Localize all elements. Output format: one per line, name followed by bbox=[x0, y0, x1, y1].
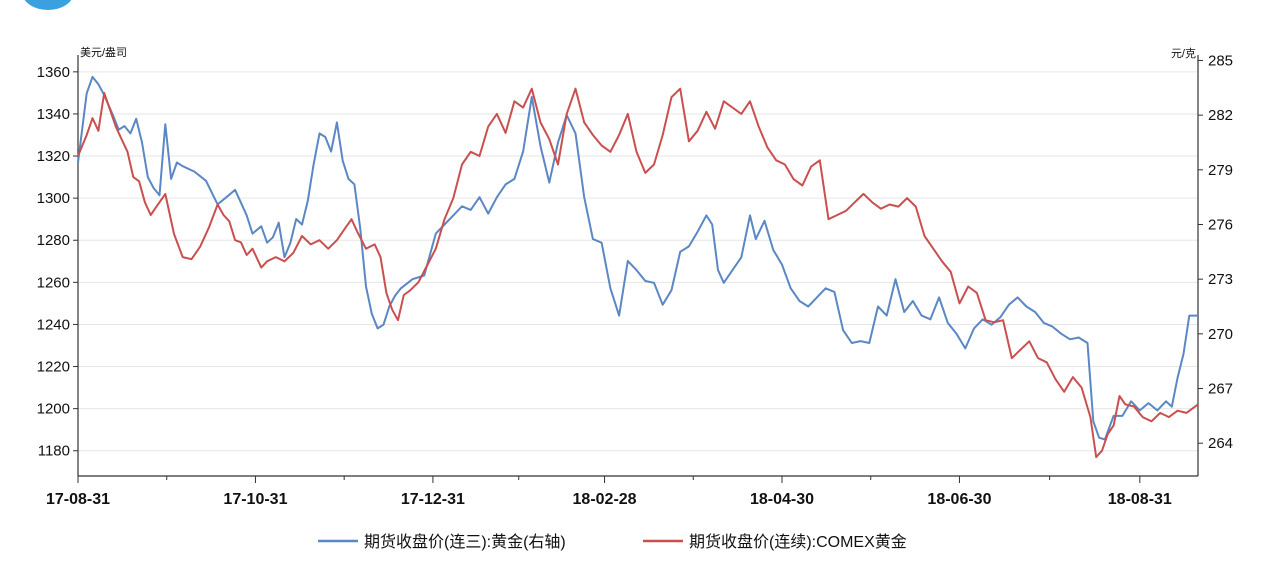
series-line-comex-gold bbox=[77, 87, 1199, 459]
x-tick-label: 18-02-28 bbox=[573, 491, 637, 508]
left-tick-label: 1300 bbox=[37, 190, 70, 207]
left-tick-label: 1280 bbox=[37, 232, 70, 249]
x-tick-label: 17-08-31 bbox=[46, 491, 110, 508]
right-tick-label: 279 bbox=[1208, 162, 1233, 179]
left-tick-label: 1200 bbox=[37, 401, 70, 418]
series-lines bbox=[77, 75, 1199, 459]
right-axis-unit: 元/克 bbox=[1171, 47, 1196, 60]
left-axis-ticks: 1180 1200 1220 1240 1260 1280 1300 1320 1340 1360 bbox=[37, 64, 78, 460]
x-axis-ticks: 17-08-31 17-10-31 17-12-31 18-02-28 18-04-30… bbox=[46, 476, 1172, 508]
x-tick-label: 18-08-31 bbox=[1108, 491, 1172, 508]
series-line-shfe-gold bbox=[77, 75, 1198, 441]
x-tick-label: 18-06-30 bbox=[927, 491, 991, 508]
legend-label-comex-gold: 期货收盘价(连续):COMEX黄金 bbox=[689, 532, 907, 551]
gridlines bbox=[78, 71, 1198, 452]
x-tick-label: 17-10-31 bbox=[223, 491, 287, 508]
left-tick-label: 1240 bbox=[37, 316, 70, 333]
right-tick-label: 267 bbox=[1208, 381, 1233, 398]
right-tick-label: 276 bbox=[1208, 216, 1233, 233]
right-axis-ticks: 264 267 270 273 276 279 282 285 bbox=[1198, 52, 1233, 452]
left-tick-label: 1340 bbox=[37, 106, 70, 123]
legend-label-shfe-gold: 期货收盘价(连三):黄金(右轴) bbox=[364, 532, 566, 551]
corner-logo bbox=[22, 0, 74, 10]
right-tick-label: 285 bbox=[1208, 52, 1233, 69]
x-tick-label: 18-04-30 bbox=[750, 491, 814, 508]
left-tick-label: 1180 bbox=[38, 443, 70, 460]
right-tick-label: 270 bbox=[1208, 326, 1233, 343]
right-tick-label: 264 bbox=[1208, 435, 1233, 452]
left-tick-label: 1360 bbox=[37, 64, 70, 81]
legend: 期货收盘价(连三):黄金(右轴) 期货收盘价(连续):COMEX黄金 bbox=[318, 532, 907, 551]
left-tick-label: 1320 bbox=[37, 148, 70, 165]
right-tick-label: 273 bbox=[1208, 271, 1233, 288]
left-tick-label: 1220 bbox=[37, 359, 70, 376]
left-axis-unit: 美元/盎司 bbox=[80, 45, 127, 59]
x-tick-label: 17-12-31 bbox=[401, 491, 465, 508]
left-tick-label: 1260 bbox=[37, 274, 70, 291]
right-tick-label: 282 bbox=[1208, 107, 1233, 124]
